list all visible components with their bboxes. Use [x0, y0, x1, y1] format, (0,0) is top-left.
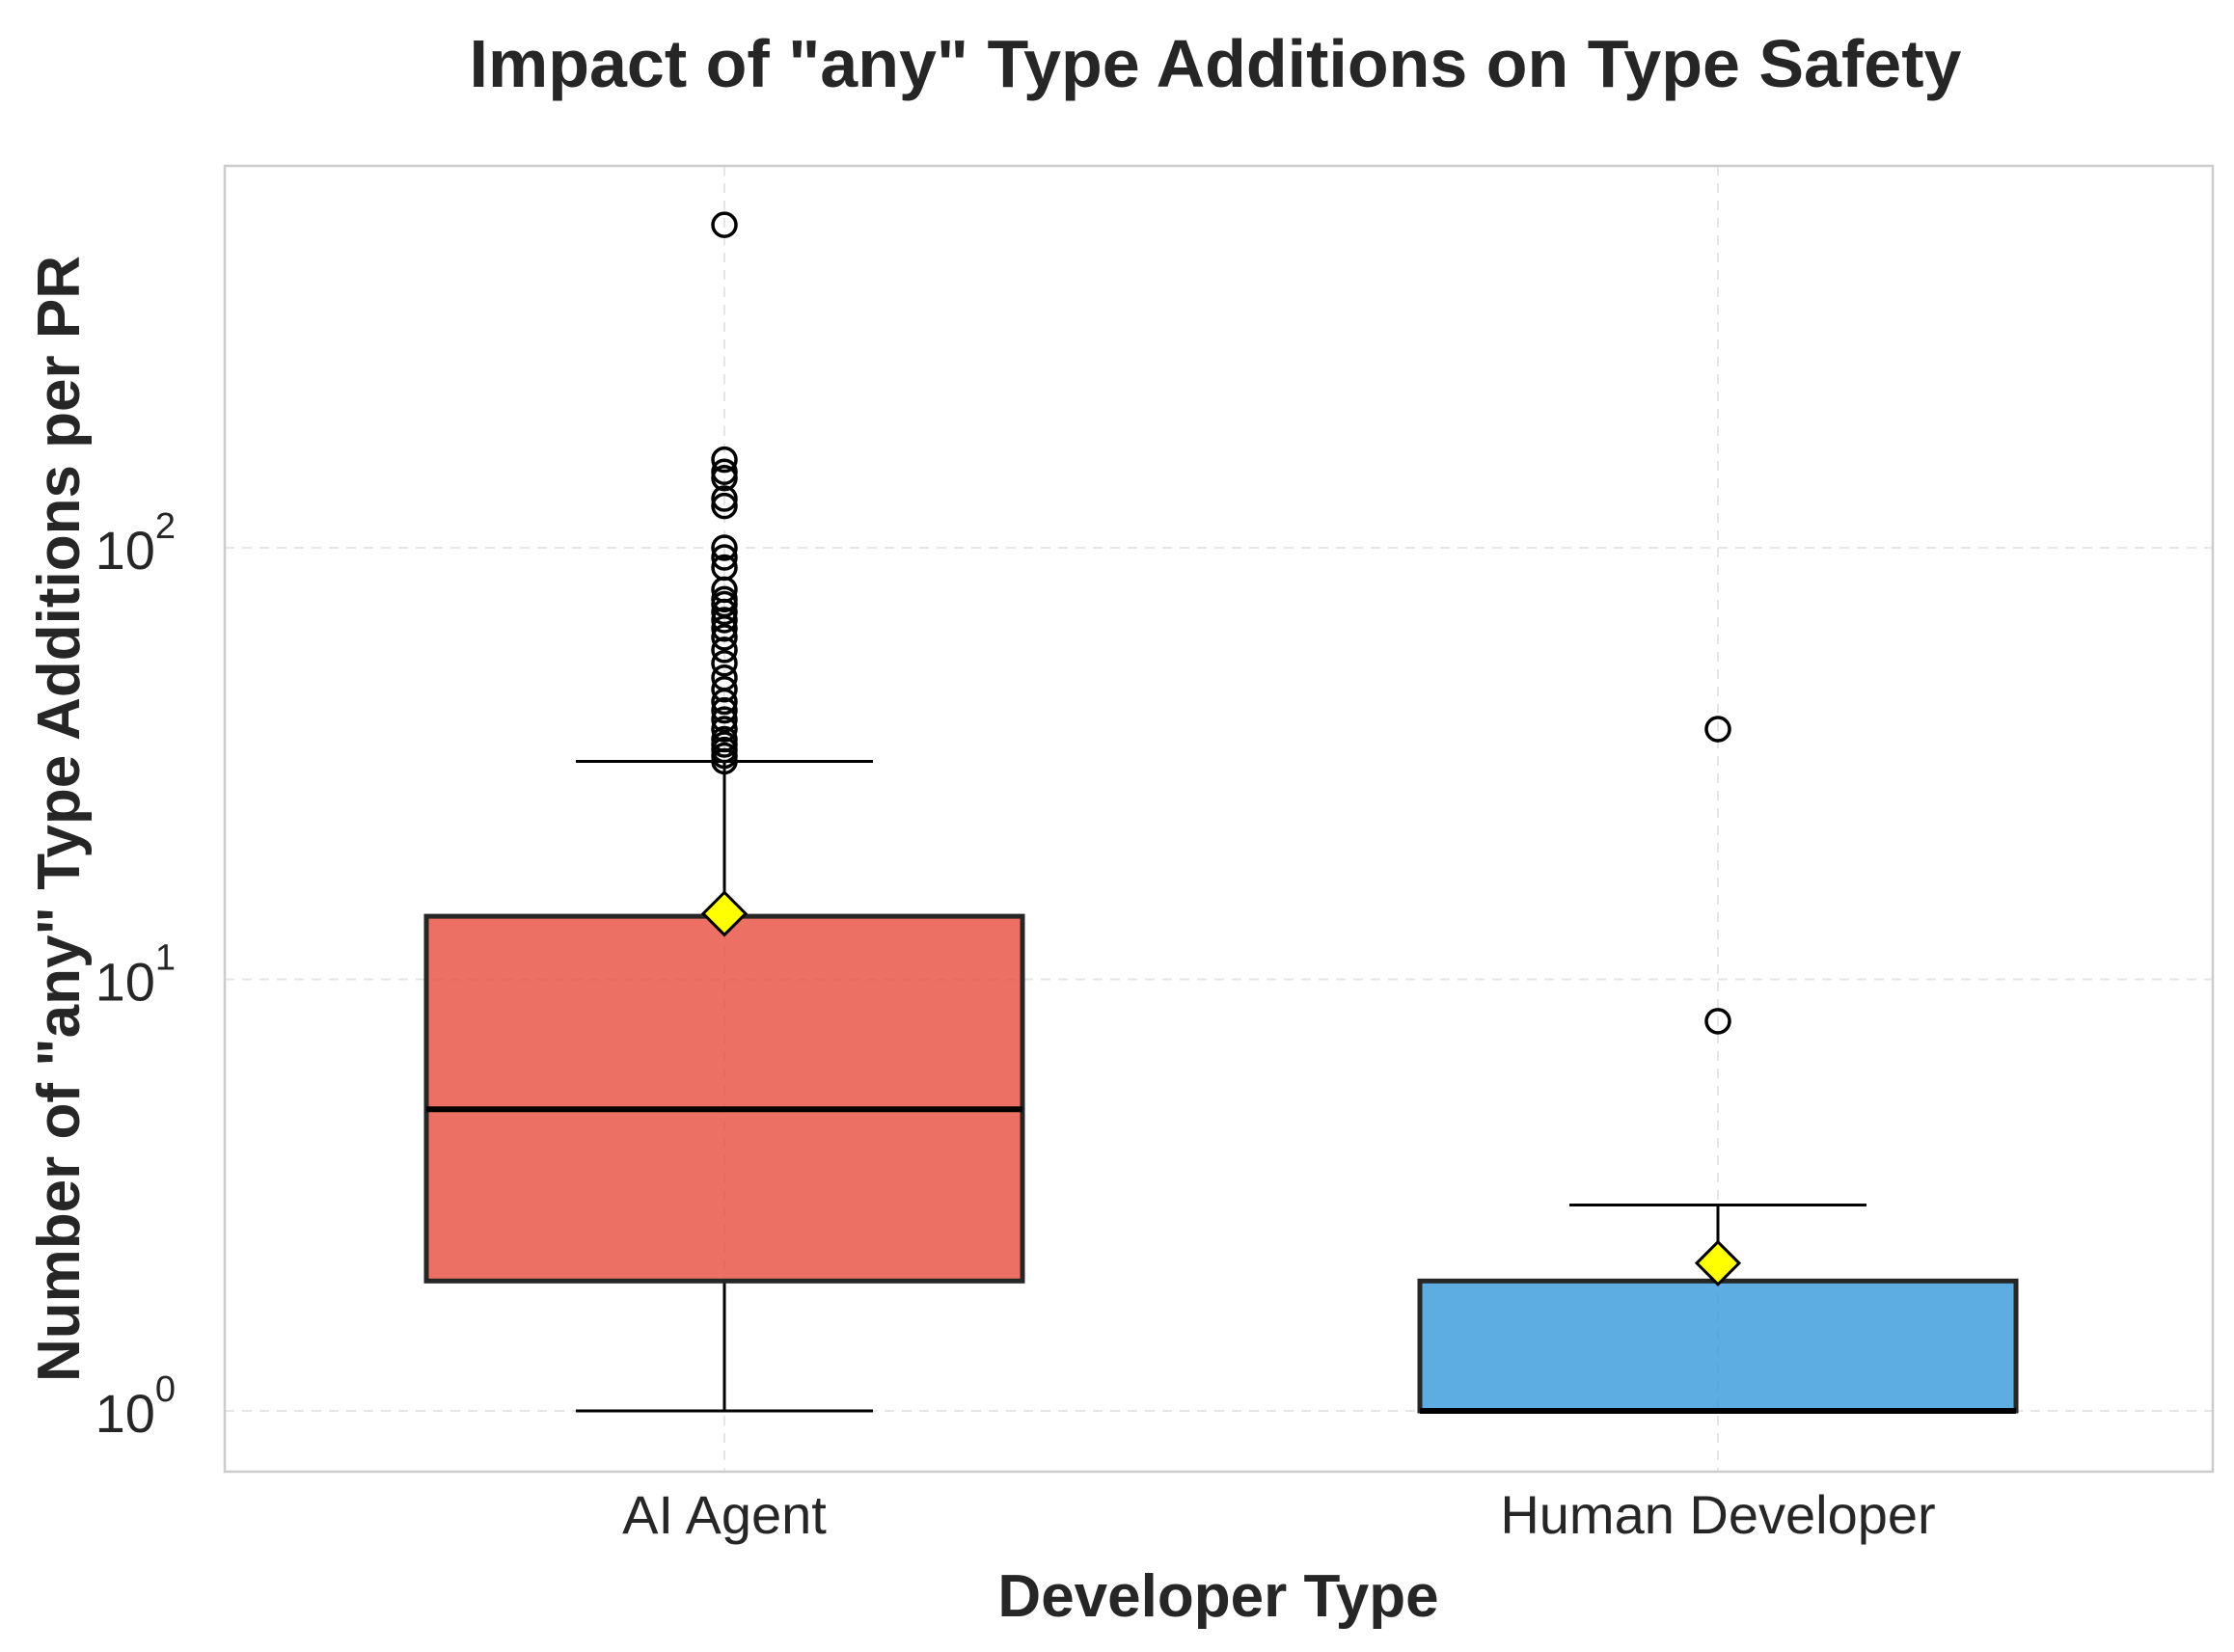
mean-marker [700, 890, 749, 937]
outlier-point [711, 716, 738, 743]
box-ai-agent [423, 211, 1025, 1413]
outlier-point [711, 688, 738, 716]
y-tick-label: 100 [95, 1369, 176, 1444]
outlier-point [711, 485, 738, 512]
outlier-point [711, 650, 738, 677]
box-human-developer [1417, 716, 2019, 1414]
outlier-point [711, 624, 738, 651]
outlier-point [1704, 1008, 1731, 1035]
y-tick-label: 101 [95, 938, 176, 1013]
outlier-point [711, 614, 738, 642]
outlier-point [711, 607, 738, 634]
y-tick-exponent: 1 [155, 938, 176, 979]
x-axis-ticks: AI Agent Human Developer [622, 1484, 1936, 1545]
outlier-point [711, 534, 738, 561]
outlier-point [711, 706, 738, 733]
outlier-point [711, 675, 738, 703]
y-tick-exponent: 0 [155, 1369, 176, 1410]
outlier-point [711, 636, 738, 664]
y-tick-label: 102 [95, 506, 176, 581]
x-tick-label: AI Agent [622, 1484, 827, 1545]
mean-marker [1694, 1239, 1742, 1286]
outlier-point [711, 544, 738, 571]
y-axis-label: Number of "any" Type Additions per PR [26, 256, 93, 1382]
x-tick-label: Human Developer [1500, 1484, 1935, 1545]
outlier-point [711, 747, 738, 775]
outlier-point [711, 598, 738, 626]
outlier-point [711, 492, 738, 520]
iqr-box [423, 913, 1025, 1284]
box-series [423, 211, 2019, 1414]
outlier-point [711, 446, 738, 474]
chart-title: Impact of "any" Type Additions on Type S… [470, 26, 1962, 101]
x-axis-label: Developer Type [997, 1563, 1438, 1630]
outlier-point [711, 696, 738, 724]
iqr-box [1417, 1278, 2019, 1414]
plot-area-frame [223, 164, 2215, 1474]
outlier-point [711, 211, 738, 238]
outlier-point [711, 465, 738, 492]
y-tick-exponent: 2 [155, 506, 176, 547]
outlier-point [1704, 716, 1731, 743]
